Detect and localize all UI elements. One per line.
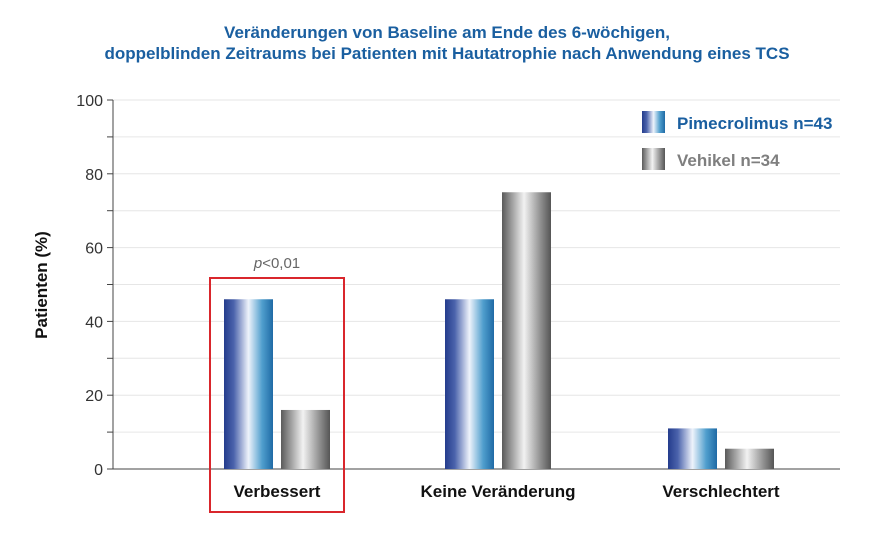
y-axis: 0 20 40 60 80 100 bbox=[76, 93, 840, 479]
bar-vehikel-3 bbox=[725, 448, 774, 469]
p-value-annotation: p<0,01 bbox=[253, 255, 300, 272]
y-tick-label: 60 bbox=[85, 241, 103, 258]
legend-label-pimecrolimus: Pimecrolimus n=43 bbox=[677, 114, 832, 133]
legend-label-vehikel: Vehikel n=34 bbox=[677, 151, 780, 170]
p-value-prefix: p bbox=[253, 255, 262, 272]
p-value-text: <0,01 bbox=[262, 255, 300, 272]
chart-title-line1: Veränderungen von Baseline am Ende des 6… bbox=[224, 23, 670, 42]
category-labels: Verbessert Keine Veränderung Verschlechter… bbox=[234, 482, 780, 501]
highlight-box bbox=[209, 277, 345, 513]
chart-title-line2: doppelblinden Zeitraums bei Patienten mi… bbox=[104, 44, 789, 63]
legend-swatch-vehikel bbox=[642, 148, 665, 170]
bar-vehikel-1 bbox=[281, 409, 330, 469]
bar-pimecrolimus-3 bbox=[668, 428, 717, 469]
y-tick-label: 100 bbox=[76, 93, 103, 110]
legend-swatch-pimecrolimus bbox=[642, 111, 665, 133]
legend: Pimecrolimus n=43 Vehikel n=34 bbox=[642, 111, 832, 170]
category-label: Verbessert bbox=[234, 482, 321, 501]
y-tick-label: 40 bbox=[85, 314, 103, 331]
category-label: Verschlechtert bbox=[662, 482, 780, 501]
bar-pimecrolimus-1 bbox=[224, 299, 273, 469]
y-tick-label: 0 bbox=[94, 462, 103, 479]
y-tick-label: 80 bbox=[85, 167, 103, 184]
y-axis-label: Patienten (%) bbox=[32, 231, 51, 339]
bar-vehikel-2 bbox=[502, 192, 551, 469]
bars bbox=[224, 192, 774, 469]
bar-pimecrolimus-2 bbox=[445, 299, 494, 469]
category-label: Keine Veränderung bbox=[421, 482, 576, 501]
y-tick-label: 20 bbox=[85, 388, 103, 405]
